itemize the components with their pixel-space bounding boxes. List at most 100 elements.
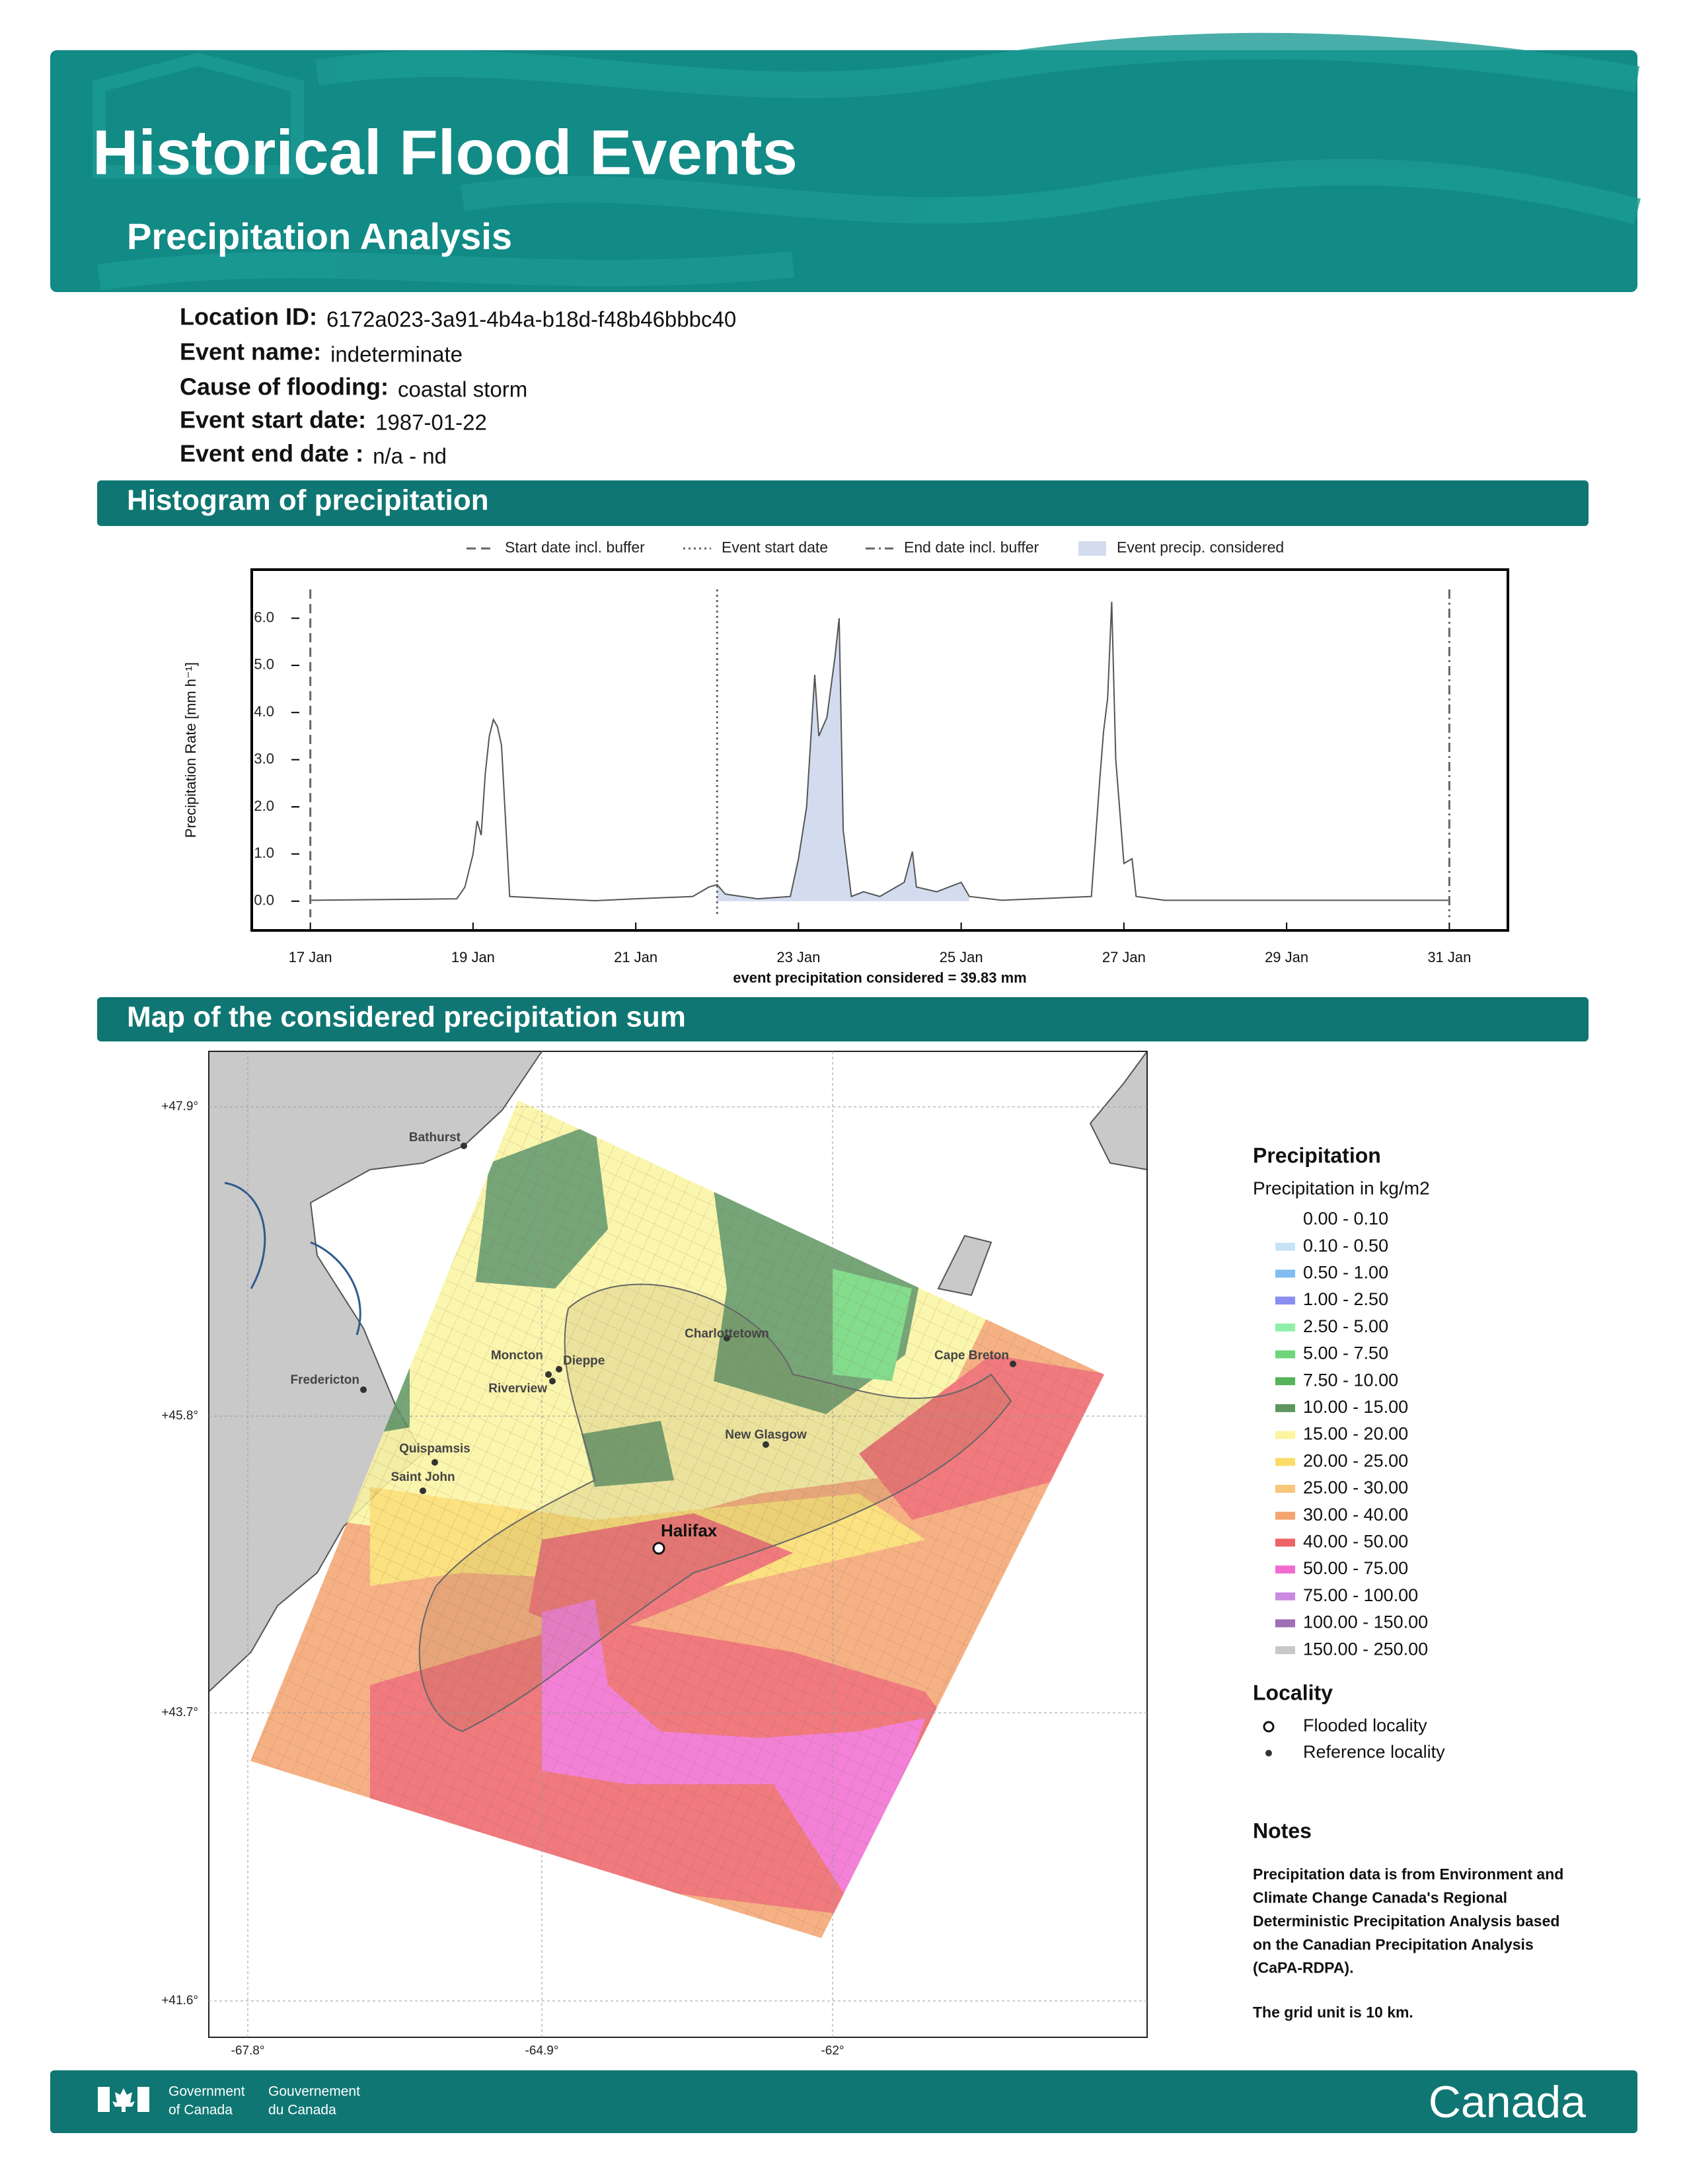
gov-name-fr: du Canada: [268, 2103, 336, 2118]
legend-swatch: [1275, 1565, 1295, 1574]
legend-label: 0.10 - 0.50: [1303, 1236, 1388, 1256]
legend-label: Reference locality: [1303, 1742, 1445, 1762]
reference-locality: [1010, 1361, 1016, 1367]
place-label: Moncton: [491, 1349, 543, 1363]
land: [1089, 1051, 1147, 1171]
reference-locality: [549, 1378, 556, 1384]
legend-swatch: [1275, 1323, 1295, 1332]
legend-label: 7.50 - 10.00: [1303, 1370, 1398, 1390]
field-value: indeterminate: [330, 342, 463, 367]
reference-locality: [763, 1441, 769, 1448]
legend-label: Event precip. considered: [1117, 539, 1284, 556]
legend-label: 1.00 - 2.50: [1303, 1289, 1388, 1309]
title: Historical Flood Events: [93, 117, 798, 188]
lon-label: -62°: [821, 2044, 844, 2058]
place-label: Fredericton: [290, 1373, 359, 1387]
histogram: 0.0 1.0 2.0 3.0 4.0 5.0 6.0 17 Jan 19 Jan 21 Jan 2…: [182, 539, 1509, 986]
legend-swatch: [1275, 1350, 1295, 1359]
legend-label: 40.00 - 50.00: [1303, 1532, 1408, 1552]
field-label: Location ID:: [180, 303, 317, 330]
lat-label: +41.6°: [161, 1994, 198, 2008]
legend-label: 10.00 - 15.00: [1303, 1397, 1408, 1417]
legend-swatch: [1275, 1377, 1295, 1386]
place-label: Dieppe: [563, 1354, 605, 1368]
x-tick-label: 29 Jan: [1265, 949, 1308, 965]
y-tick-label: 2.0: [254, 798, 274, 814]
lon-label: -67.8°: [231, 2044, 265, 2058]
legend-title: Precipitation: [1253, 1143, 1381, 1167]
map: Bathurst Moncton Dieppe Riverview Fredericto…: [209, 1051, 1147, 2037]
x-tick-label: 21 Jan: [614, 949, 657, 965]
x-axis-label: event precipitation considered = 39.83 m…: [733, 969, 1026, 986]
field-value: 6172a023-3a91-4b4a-b18d-f48b46bbbc40: [326, 307, 736, 332]
plot-frame: [250, 568, 1509, 932]
legend-label: 50.00 - 75.00: [1303, 1558, 1408, 1578]
coastline: [418, 1283, 1012, 1733]
legend-swatch: [1275, 1404, 1295, 1412]
x-tick-label: 25 Jan: [940, 949, 983, 965]
footer: Government of Canada Gouvernement du Canada…: [168, 2077, 1586, 2127]
section-title: Histogram of precipitation: [127, 484, 489, 517]
header-band: [50, 50, 1637, 292]
field-label: Event start date:: [180, 406, 366, 433]
legend-swatch: [1275, 1538, 1295, 1547]
legend-label: Flooded locality: [1303, 1715, 1427, 1735]
reference-locality: [545, 1371, 552, 1378]
legend-swatch: [1275, 1485, 1295, 1493]
x-tick-label: 27 Jan: [1102, 949, 1146, 965]
land: [209, 1051, 543, 1693]
gov-name-en: of Canada: [168, 2103, 233, 2118]
field-label: Cause of flooding:: [180, 373, 389, 400]
lat-label: +43.7°: [161, 1706, 198, 1719]
field-label: Event name:: [180, 338, 321, 365]
places: Bathurst Moncton Dieppe Riverview Fredericto…: [290, 1131, 1016, 1555]
legend-title: Notes: [1253, 1819, 1312, 1842]
event-area: [717, 618, 969, 901]
reference-locality: [431, 1459, 438, 1466]
place-label: Saint John: [391, 1470, 455, 1484]
place-label: Charlottetown: [685, 1327, 769, 1341]
x-tick-label: 31 Jan: [1427, 949, 1471, 965]
field-value: n/a - nd: [373, 444, 447, 469]
y-tick-label: 0.0: [254, 892, 274, 909]
x-tick-label: 17 Jan: [289, 949, 332, 965]
section-bar: [97, 997, 1589, 1041]
map-ticks: +47.9° +45.8° +43.7° +41.6° -67.8° -64.9° -62°: [161, 1051, 1147, 2058]
legend-label: 75.00 - 100.00: [1303, 1585, 1418, 1605]
legend-label: 15.00 - 20.00: [1303, 1424, 1408, 1444]
header-waves: [93, 32, 1641, 291]
precip-grid: [250, 1100, 1104, 1938]
legend-label: Start date incl. buffer: [505, 539, 645, 556]
legend-label: 20.00 - 25.00: [1303, 1450, 1408, 1470]
field-value: coastal storm: [398, 377, 527, 402]
legend-label: 0.50 - 1.00: [1303, 1263, 1388, 1283]
field-label: Event end date :: [180, 440, 363, 467]
legend-swatch: [1275, 1297, 1295, 1305]
legend-title: Locality: [1253, 1680, 1333, 1704]
legend-label: 25.00 - 30.00: [1303, 1478, 1408, 1497]
legend-label: 100.00 - 150.00: [1303, 1612, 1428, 1632]
legend-swatch: [1275, 1619, 1295, 1628]
subtitle: Precipitation Analysis: [127, 215, 512, 257]
reference-symbol: [1265, 1750, 1272, 1756]
legend-swatch: [1275, 1269, 1295, 1278]
legend-swatch: [1275, 1458, 1295, 1466]
legend-swatch: [1275, 1592, 1295, 1600]
reference-locality: [360, 1386, 367, 1393]
legend-label: 30.00 - 40.00: [1303, 1505, 1408, 1525]
reference-locality: [556, 1366, 562, 1373]
legend-swatch: [1275, 1242, 1295, 1251]
note-line: Precipitation data is from Environment a…: [1253, 1865, 1563, 1883]
lat-label: +45.8°: [161, 1409, 198, 1423]
y-tick-label: 4.0: [254, 703, 274, 720]
gov-name-en: Government: [168, 2084, 245, 2099]
x-tick-label: 23 Jan: [776, 949, 820, 965]
legend-label: 150.00 - 250.00: [1303, 1639, 1428, 1659]
note-line: Deterministic Precipitation Analysis bas…: [1253, 1912, 1559, 1930]
section-bar: [97, 480, 1589, 526]
legend-swatch: [1078, 541, 1106, 556]
note-line: (CaPA-RDPA).: [1253, 1959, 1353, 1977]
y-tick-label: 6.0: [254, 609, 274, 625]
